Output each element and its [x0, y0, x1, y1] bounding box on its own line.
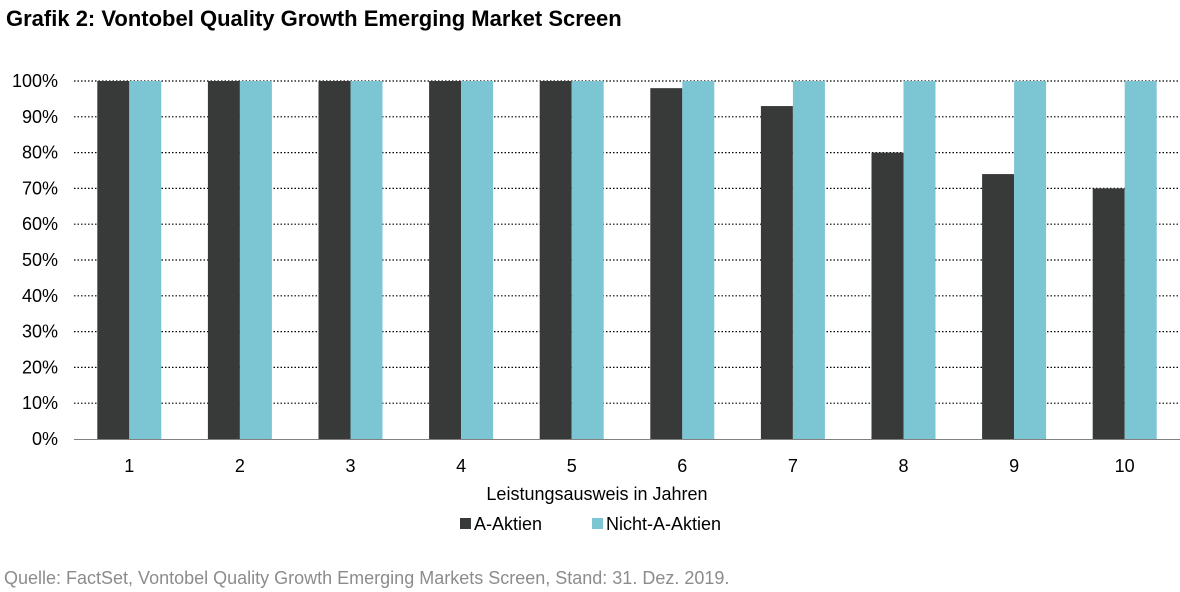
- bar-a-aktien: [97, 81, 130, 439]
- legend-label-nicht-a-aktien: Nicht-A-Aktien: [606, 514, 721, 534]
- x-tick-label: 10: [1115, 456, 1135, 476]
- y-tick-label: 40%: [22, 286, 58, 306]
- legend-swatch-a-aktien: [460, 518, 471, 529]
- bar-nicht-a-aktien: [571, 81, 604, 439]
- x-tick-label: 1: [124, 456, 134, 476]
- y-tick-label: 30%: [22, 322, 58, 342]
- y-tick-label: 20%: [22, 357, 58, 377]
- bar-nicht-a-aktien: [903, 81, 936, 439]
- x-tick-labels: 1 2 3 4 5 6 7 8 9 10: [124, 456, 1134, 476]
- x-tick-label: 9: [1009, 456, 1019, 476]
- source-note: Quelle: FactSet, Vontobel Quality Growth…: [4, 568, 730, 588]
- bar-nicht-a-aktien: [1014, 81, 1047, 439]
- bar-nicht-a-aktien: [129, 81, 162, 439]
- legend: A-Aktien Nicht-A-Aktien: [460, 514, 721, 534]
- bar-nicht-a-aktien: [461, 81, 494, 439]
- chart-title: Grafik 2: Vontobel Quality Growth Emergi…: [6, 6, 622, 31]
- x-tick-label: 2: [235, 456, 245, 476]
- x-tick-label: 3: [345, 456, 355, 476]
- x-tick-label: 8: [898, 456, 908, 476]
- bar-nicht-a-aktien: [792, 81, 825, 439]
- y-tick-label: 0%: [32, 429, 58, 449]
- x-tick-label: 6: [677, 456, 687, 476]
- y-tick-label: 50%: [22, 250, 58, 270]
- bar-nicht-a-aktien: [682, 81, 715, 439]
- legend-swatch-nicht-a-aktien: [592, 518, 603, 529]
- bar-nicht-a-aktien: [1124, 81, 1157, 439]
- bar-a-aktien: [318, 81, 351, 439]
- bar-a-aktien: [539, 81, 572, 439]
- x-tick-label: 7: [788, 456, 798, 476]
- y-tick-label: 60%: [22, 214, 58, 234]
- y-tick-labels: 0% 10% 20% 30% 40% 50% 60% 70% 80% 90% 100%: [12, 71, 58, 449]
- bar-a-aktien: [982, 174, 1015, 439]
- y-tick-label: 10%: [22, 393, 58, 413]
- y-tick-label: 80%: [22, 143, 58, 163]
- bar-a-aktien: [650, 88, 683, 439]
- legend-label-a-aktien: A-Aktien: [474, 514, 542, 534]
- bar-nicht-a-aktien: [239, 81, 272, 439]
- bar-a-aktien: [871, 152, 904, 439]
- bar-a-aktien: [207, 81, 240, 439]
- bar-a-aktien: [760, 106, 793, 439]
- y-tick-label: 90%: [22, 107, 58, 127]
- y-tick-label: 70%: [22, 178, 58, 198]
- x-axis-label: Leistungsausweis in Jahren: [486, 484, 707, 504]
- bar-a-aktien: [429, 81, 462, 439]
- bar-nicht-a-aktien: [350, 81, 383, 439]
- x-tick-label: 4: [456, 456, 466, 476]
- bar-a-aktien: [1092, 188, 1125, 439]
- x-tick-label: 5: [567, 456, 577, 476]
- y-tick-label: 100%: [12, 71, 58, 91]
- bars: [97, 81, 1157, 439]
- bar-chart: 0% 10% 20% 30% 40% 50% 60% 70% 80% 90% 100% 1 2 3 4 5 6…: [12, 71, 1180, 534]
